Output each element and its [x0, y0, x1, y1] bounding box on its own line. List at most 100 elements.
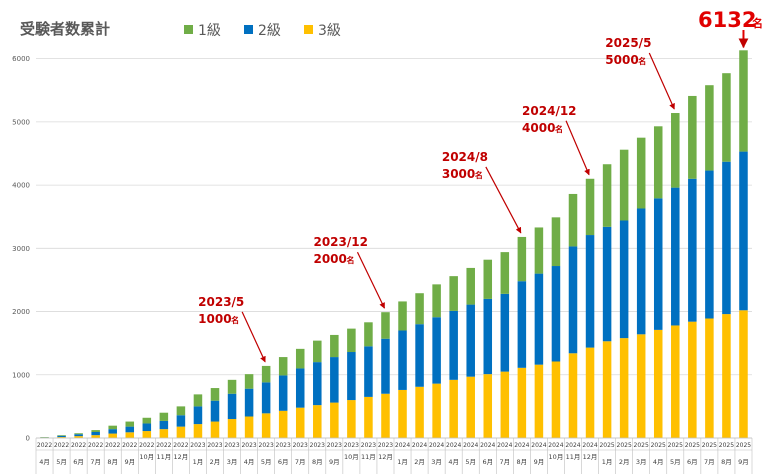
- bar-3級-2025-9月: [739, 310, 748, 438]
- bar-1級-2023-10月: [347, 328, 356, 353]
- bar-1級-2025-2月: [619, 149, 629, 221]
- y-tick-label: 4000: [12, 182, 30, 190]
- bar-1級-2023-9月: [330, 334, 339, 358]
- x-tick-year: 2024: [582, 442, 597, 449]
- y-tick-label: 6000: [12, 55, 30, 63]
- x-tick-month: 5月: [56, 458, 67, 466]
- annotation-date: 2023/5: [198, 295, 244, 309]
- x-tick-year: 2022: [156, 442, 171, 449]
- x-tick-year: 2024: [463, 442, 478, 449]
- bar-2級-2023-2月: [210, 400, 220, 422]
- x-tick-month: 3月: [636, 458, 647, 466]
- bar-1級-2024-5月: [466, 267, 475, 305]
- x-tick-year: 2022: [37, 442, 52, 449]
- bar-3級-2025-2月: [619, 338, 629, 438]
- bar-3級-2025-5月: [671, 325, 680, 438]
- bar-3級-2023-9月: [330, 402, 339, 438]
- x-tick-year: 2022: [54, 442, 69, 449]
- bar-3級-2022-5月: [57, 437, 66, 438]
- bar-3級-2024-11月: [568, 353, 578, 438]
- bar-3級-2025-4月: [653, 329, 663, 438]
- x-tick-year: 2024: [480, 442, 495, 449]
- bar-3級-2023-7月: [295, 407, 305, 438]
- bar-2級-2024-8月: [517, 281, 527, 368]
- x-tick-month: 7月: [499, 458, 510, 466]
- x-tick-month: 5月: [261, 458, 272, 466]
- bar-1級-2025-9月: [739, 50, 748, 152]
- y-tick-label: 1000: [12, 371, 30, 379]
- bar-2級-2024-1月: [398, 330, 407, 390]
- bar-2級-2025-6月: [688, 178, 697, 322]
- annotation-count: 4000: [522, 121, 555, 135]
- bar-1級-2022-7月: [91, 430, 100, 432]
- bar-3級-2024-1月: [398, 389, 407, 438]
- bar-1級-2023-2月: [210, 388, 220, 401]
- x-tick-year: 2025: [668, 442, 683, 449]
- bar-1級-2024-9月: [534, 227, 544, 274]
- x-tick-month: 7月: [704, 458, 715, 466]
- x-axis: 2022 4月 2022 5月 2022 6月 2022 7月 2022 8月 2022 9月 2022…: [35, 437, 753, 474]
- bar-2級-2025-7月: [705, 170, 714, 319]
- x-tick-month: 5月: [465, 458, 476, 466]
- grid-lines: [36, 58, 752, 439]
- x-tick-year: 2022: [105, 442, 120, 449]
- bar-1級-2023-1月: [193, 394, 203, 407]
- x-tick-year: 2022: [122, 442, 137, 449]
- legend-label-2: 2級: [258, 23, 281, 39]
- annotation-arrow: [648, 52, 675, 110]
- bar-1級-2024-8月: [517, 236, 527, 282]
- x-tick-year: 2023: [259, 442, 274, 449]
- annotation-date: 2024/8: [442, 150, 488, 164]
- bar-2級-2022-5月: [57, 435, 66, 438]
- bar-3級-2023-3月: [227, 419, 237, 438]
- x-tick-year: 2023: [378, 442, 393, 449]
- bar-1級-2022-5月: [57, 435, 66, 436]
- x-tick-year: 2023: [361, 442, 376, 449]
- x-tick-month: 1月: [397, 458, 408, 466]
- x-tick-month: 4月: [244, 458, 255, 466]
- bar-2級-2022-6月: [74, 434, 83, 437]
- y-tick-label: 2000: [12, 308, 30, 316]
- total-unit: 名: [752, 16, 763, 30]
- bar-1級-2025-7月: [705, 85, 714, 171]
- bar-3級-2025-1月: [602, 341, 612, 438]
- x-tick-month: 10月: [549, 453, 564, 461]
- bar-2級-2023-4月: [244, 388, 254, 417]
- legend-swatch-3: [304, 25, 313, 34]
- bar-1級-2023-7月: [295, 348, 305, 369]
- bar-3級-2022-11月: [159, 429, 169, 438]
- y-axis: 0 1000 2000 3000 4000 5000 6000: [12, 55, 30, 442]
- bar-2級-2025-5月: [671, 187, 680, 326]
- bar-3級-2025-8月: [722, 314, 731, 438]
- annotation-date: 2024/12: [522, 104, 576, 118]
- bar-3級-2023-6月: [278, 410, 288, 438]
- bar-2級-2023-7月: [295, 368, 305, 408]
- bar-3級-2023-1月: [193, 424, 203, 438]
- bar-2級-2025-2月: [619, 220, 629, 339]
- bar-1級-2025-1月: [602, 164, 612, 227]
- x-tick-year: 2024: [395, 442, 410, 449]
- bar-2級-2023-11月: [364, 346, 373, 397]
- x-tick-year: 2025: [599, 442, 614, 449]
- bar-2級-2024-2月: [415, 324, 424, 387]
- x-tick-year: 2025: [685, 442, 700, 449]
- bar-1級-2025-3月: [636, 137, 646, 209]
- bar-1級-2023-6月: [278, 357, 288, 376]
- bar-3級-2023-11月: [364, 396, 373, 438]
- annotation-unit: 名: [346, 255, 354, 265]
- legend-label-3: 3級: [318, 23, 341, 39]
- bar-3級-2022-6月: [74, 436, 83, 438]
- x-tick-year: 2023: [241, 442, 256, 449]
- bar-3級-2024-4月: [449, 379, 458, 438]
- bar-2級-2024-7月: [500, 293, 510, 372]
- legend-label-1: 1級: [198, 23, 221, 39]
- x-tick-year: 2022: [71, 442, 86, 449]
- bar-1級-2024-7月: [500, 252, 510, 294]
- x-tick-year: 2024: [565, 442, 580, 449]
- bar-2級-2022-7月: [91, 431, 100, 436]
- x-tick-year: 2023: [310, 442, 325, 449]
- x-tick-year: 2025: [651, 442, 666, 449]
- x-tick-year: 2022: [173, 442, 188, 449]
- x-tick-month: 6月: [73, 458, 84, 466]
- x-tick-month: 9月: [329, 458, 340, 466]
